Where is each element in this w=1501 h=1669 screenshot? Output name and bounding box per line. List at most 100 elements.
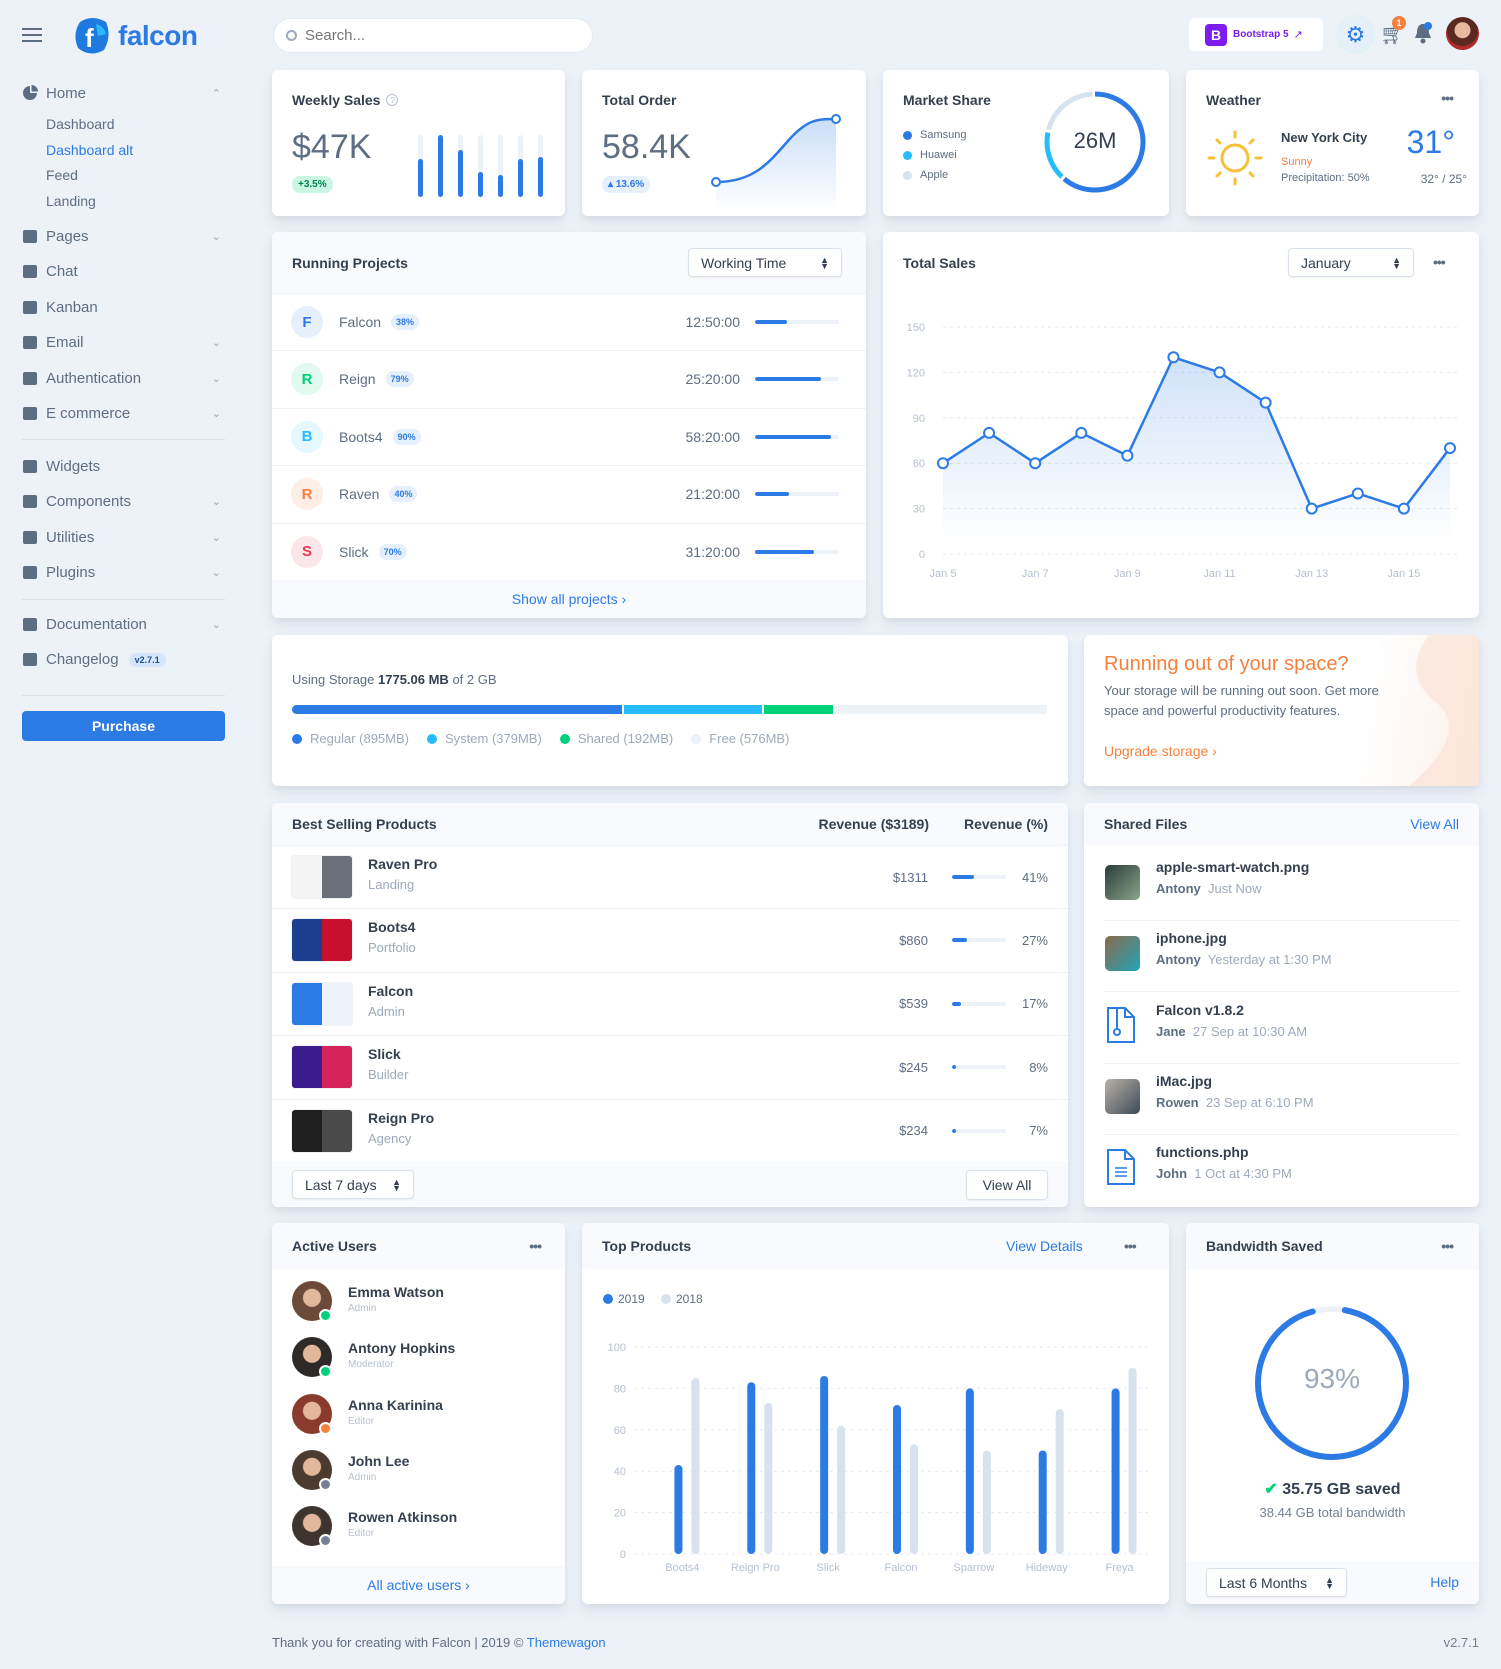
product-revenue: $539 xyxy=(899,996,928,1012)
project-row[interactable]: B Boots4 90% 58:20:00 xyxy=(272,407,866,465)
settings-gear-icon[interactable]: ⚙ xyxy=(1338,17,1373,52)
view-all-button[interactable]: View All xyxy=(966,1170,1048,1200)
sidebar-item-pages[interactable]: Pages ⌄ xyxy=(22,224,225,248)
brand-logo[interactable]: f falcon xyxy=(72,16,198,56)
period-select[interactable]: Last 6 Months ▲ ▼ xyxy=(1206,1568,1347,1597)
file-owner: John xyxy=(1156,1166,1188,1182)
sidebar-item-authentication[interactable]: Authentication ⌄ xyxy=(22,366,225,390)
sidebar-item-changelog[interactable]: Changelog v2.7.1 xyxy=(22,648,225,672)
shared-file-row[interactable]: iphone.jpg Antony Yesterday at 1:30 PM xyxy=(1084,922,1479,993)
view-details-link[interactable]: View Details xyxy=(1006,1238,1083,1254)
all-active-users-link[interactable]: All active users › xyxy=(367,1577,470,1593)
row-divider xyxy=(1105,1062,1459,1064)
project-row[interactable]: S Slick 70% 31:20:00 xyxy=(272,522,866,580)
help-link[interactable]: Help xyxy=(1430,1574,1459,1590)
purchase-button[interactable]: Purchase xyxy=(22,711,225,741)
product-row[interactable]: Boots4 Portfolio $860 27% xyxy=(272,908,1068,971)
card-title: Active Users xyxy=(292,1238,377,1254)
active-user-row[interactable]: Rowen Atkinson Editor xyxy=(272,1502,565,1552)
sales-line xyxy=(942,355,1451,511)
file-name[interactable]: iphone.jpg xyxy=(1156,930,1227,947)
sidebar-item-components[interactable]: Components ⌄ xyxy=(22,490,225,514)
sales-point xyxy=(1121,449,1134,462)
help-icon[interactable]: ? xyxy=(386,94,399,106)
project-row[interactable]: R Raven 40% 21:20:00 xyxy=(272,465,866,522)
cart-icon[interactable]: 🛒︎ 1 xyxy=(1380,16,1406,46)
active-user-row[interactable]: Anna Karinina Editor xyxy=(272,1390,565,1440)
top-products-card: Top Products View Details ••• 2019 2018 0 2… xyxy=(582,1223,1169,1604)
sidebar-item-widgets[interactable]: Widgets xyxy=(22,454,225,478)
product-name[interactable]: Boots4 xyxy=(368,919,416,936)
bar-2018-sparrow xyxy=(982,1450,991,1554)
view-all-link[interactable]: View All xyxy=(1410,816,1459,832)
search-input[interactable] xyxy=(305,27,565,44)
file-name[interactable]: iMac.jpg xyxy=(1156,1072,1213,1089)
product-row[interactable]: Raven Pro Landing $1311 41% xyxy=(272,845,1068,908)
more-options-icon[interactable]: ••• xyxy=(1441,1238,1454,1254)
sidebar-item-plugins[interactable]: Plugins ⌄ xyxy=(22,561,225,585)
user-avatar[interactable] xyxy=(1446,17,1479,50)
upgrade-storage-link[interactable]: Upgrade storage › xyxy=(1104,743,1217,759)
shared-file-row[interactable]: Falcon v1.8.2 Jane 27 Sep at 10:30 AM xyxy=(1084,994,1479,1064)
sidebar-item-chat[interactable]: Chat xyxy=(22,260,225,284)
chat-icon xyxy=(22,264,38,280)
product-name[interactable]: Slick xyxy=(368,1046,401,1063)
project-row[interactable]: F Falcon 38% 12:50:00 xyxy=(272,293,866,350)
show-all-projects-link[interactable]: Show all projects › xyxy=(511,591,627,607)
sidebar-subitem-landing[interactable]: Landing xyxy=(46,193,96,209)
menu-toggle-icon[interactable] xyxy=(22,28,42,42)
product-row[interactable]: Falcon Admin $539 17% xyxy=(272,971,1068,1035)
user-name[interactable]: John Lee xyxy=(348,1452,410,1469)
more-options-icon[interactable]: ••• xyxy=(1441,90,1454,106)
sidebar-item-kanban[interactable]: Kanban xyxy=(22,295,225,319)
search-box[interactable] xyxy=(273,18,593,53)
shared-file-row[interactable]: apple-smart-watch.png Antony Just Now xyxy=(1084,851,1479,921)
upgrade-description: Your storage will be running out soon. G… xyxy=(1104,683,1379,718)
more-options-icon[interactable]: ••• xyxy=(529,1238,542,1254)
x-tick-label: Hideway xyxy=(1026,1562,1069,1574)
sidebar-subitem-dashboard[interactable]: Dashboard xyxy=(46,116,115,132)
sidebar-item-e-commerce[interactable]: E commerce ⌄ xyxy=(22,402,225,426)
sidebar-item-home[interactable]: Home ⌃ xyxy=(22,81,225,105)
product-name[interactable]: Reign Pro xyxy=(368,1109,435,1126)
weather-range: 32° / 25° xyxy=(1420,172,1467,186)
total-order-line-chart xyxy=(711,114,841,210)
legend-dot xyxy=(903,170,912,180)
product-row[interactable]: Slick Builder $245 8% xyxy=(272,1035,1068,1098)
project-percent-badge: 70% xyxy=(378,543,407,560)
user-name[interactable]: Emma Watson xyxy=(348,1284,444,1300)
more-options-icon[interactable]: ••• xyxy=(1124,1238,1137,1254)
file-name[interactable]: apple-smart-watch.png xyxy=(1156,859,1310,875)
chevron-down-icon: ⌄ xyxy=(211,531,221,544)
month-select[interactable]: January ▲ ▼ xyxy=(1288,248,1414,277)
shared-file-row[interactable]: iMac.jpg Rowen 23 Sep at 6:10 PM xyxy=(1084,1065,1479,1135)
user-name[interactable]: Antony Hopkins xyxy=(348,1340,456,1357)
file-thumbnail xyxy=(1105,865,1140,900)
notification-bell-icon[interactable] xyxy=(1413,22,1433,44)
file-name[interactable]: functions.php xyxy=(1156,1144,1249,1161)
sidebar-subitem-feed[interactable]: Feed xyxy=(46,167,78,183)
shared-file-row[interactable]: functions.php John 1 Oct at 4:30 PM xyxy=(1084,1136,1479,1200)
active-user-row[interactable]: Antony Hopkins Moderator xyxy=(272,1333,565,1383)
active-user-row[interactable]: Emma Watson Admin xyxy=(272,1277,565,1327)
sidebar-item-documentation[interactable]: Documentation ⌄ xyxy=(22,612,225,636)
sidebar-item-email[interactable]: Email ⌄ xyxy=(22,331,225,355)
project-row[interactable]: R Reign 79% 25:20:00 xyxy=(272,350,866,407)
file-name[interactable]: Falcon v1.8.2 xyxy=(1156,1001,1244,1018)
bootstrap5-link[interactable]: B Bootstrap 5 ↗ xyxy=(1189,18,1323,51)
user-name[interactable]: Anna Karinina xyxy=(348,1396,443,1413)
active-user-row[interactable]: John Lee Admin xyxy=(272,1446,565,1496)
x-tick-label: Slick xyxy=(817,1562,841,1574)
product-name[interactable]: Falcon xyxy=(368,982,414,999)
sidebar-subitem-dashboard-alt[interactable]: Dashboard alt xyxy=(46,142,134,158)
file-thumbnail xyxy=(1105,936,1140,972)
date-range-select[interactable]: Last 7 days ▲ ▼ xyxy=(292,1170,414,1199)
product-row[interactable]: Reign Pro Agency $234 7% xyxy=(272,1098,1068,1162)
working-time-select[interactable]: Working Time ▲ ▼ xyxy=(688,248,842,277)
user-name[interactable]: Rowen Atkinson xyxy=(348,1509,458,1526)
sidebar-item-label: Documentation xyxy=(46,615,147,633)
themewagon-link[interactable]: Themewagon xyxy=(526,1635,606,1650)
product-name[interactable]: Raven Pro xyxy=(368,856,438,872)
sidebar-item-utilities[interactable]: Utilities ⌄ xyxy=(22,525,225,549)
more-options-icon[interactable]: ••• xyxy=(1433,254,1446,270)
